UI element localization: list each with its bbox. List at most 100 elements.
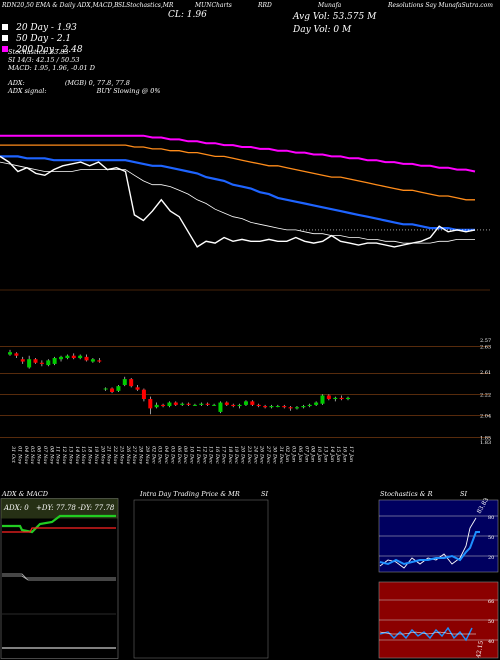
candle-body	[314, 402, 319, 405]
candle-body	[288, 407, 293, 409]
ema-lines	[0, 134, 490, 248]
legend-label: 200 Day - 2.48	[16, 45, 83, 55]
date-tick-label: 02 Jan	[284, 446, 290, 462]
date-tick-label: 07 Jan	[303, 446, 309, 462]
candle-body	[339, 397, 344, 400]
si-stat: SI 14/3: 42.15 / 50.53	[8, 56, 80, 64]
adx-signal-line: ADX signal: BUY Slowing @ 0%	[8, 87, 161, 95]
date-tick-label: 28 Nov	[138, 445, 144, 464]
adx-value-label: ADX: 0	[3, 504, 29, 512]
adx-signal-label: ADX signal:	[8, 87, 47, 95]
bottom-panels: ADX: 0 +DY: 77.78 -DY: 77.78 80 50 20 83…	[0, 498, 499, 659]
header-brand: Resolutions Say MunafaSutra.com	[388, 2, 493, 9]
close-label: CL:	[168, 10, 184, 20]
candle-body	[205, 403, 210, 405]
candle-body	[294, 407, 299, 409]
stoch-axis-50: 50	[488, 535, 494, 541]
date-tick-label: 11 Nov	[55, 446, 61, 464]
candle-body	[154, 404, 159, 408]
adx-header-band	[1, 498, 118, 519]
candle-body	[269, 406, 274, 408]
stoch-stat: Stochastics: 83.83	[8, 48, 69, 56]
header-munafa: Munafa	[318, 2, 342, 9]
date-tick-label: 15 Nov	[80, 446, 86, 464]
date-tick-label: 05 Nov	[29, 446, 35, 464]
adx-value: (MGB) 0, 77.8, 77.8	[64, 79, 130, 87]
intra-panel-frame	[133, 499, 269, 659]
legend-swatch	[2, 46, 8, 52]
header-ticker: RRD	[258, 2, 272, 9]
date-tick-label: 03 Dec	[157, 446, 163, 464]
stoch-d-line	[379, 531, 480, 566]
price-tick-label: 1.85	[480, 436, 491, 442]
date-tick-label: 14 Nov	[74, 446, 80, 464]
candle-body	[218, 402, 223, 412]
day-volume-label: Day Vol:	[293, 25, 331, 35]
date-tick-label: 05 Dec	[169, 446, 175, 464]
adx-panel-frame	[0, 498, 119, 659]
date-tick-label: 10 Jan	[316, 446, 322, 462]
date-tick-label: 18 Nov	[87, 446, 93, 464]
avg-volume-value: 53.575 M	[332, 12, 377, 22]
date-tick-label: 14 Jan	[329, 446, 335, 462]
candle-body	[346, 397, 350, 400]
date-tick-label: 24 Dec	[252, 445, 258, 464]
si-axis-40: 40	[488, 639, 494, 645]
candle-body	[103, 388, 108, 390]
date-tick-label: 20 Nov	[99, 445, 105, 464]
dip-value-label: +DY: 77.78	[36, 504, 76, 512]
price-grid	[0, 346, 490, 438]
date-tick-label: 30 Dec	[271, 446, 277, 464]
legend-swatch	[2, 24, 8, 30]
candle-body	[71, 355, 76, 359]
legend-label: 50 Day - 2.1	[16, 34, 72, 44]
candle-body	[167, 402, 172, 407]
candle-body	[14, 353, 19, 356]
avg-volume-label: Avg Vol:	[293, 12, 330, 22]
date-tick-label: 19 Nov	[93, 446, 99, 464]
date-tick-label: 22 Nov	[112, 445, 118, 464]
close-price: CL: 1.96	[168, 10, 207, 20]
main-chart: 2.63 2.61 2.22 2.04 1.85 2.57 1.83 31 Oct 01 No…	[0, 134, 491, 464]
date-tick-label: 21 Nov	[106, 445, 112, 464]
legend: 20 Day - 1.93 50 Day - 2.1 200 Day - 2.4…	[2, 15, 83, 55]
price-tick-label: 2.61	[480, 370, 491, 376]
adx-label: ADX:	[8, 79, 25, 87]
candle-body	[282, 406, 287, 408]
candle-body	[192, 404, 197, 406]
candle-body	[8, 352, 12, 355]
dim-value-label: -DY: 77.78	[78, 504, 115, 512]
close-price-line	[0, 155, 476, 248]
header-center: SLStochastics,MR	[118, 2, 174, 9]
day-volume-value: 0 M	[333, 25, 352, 35]
date-tick-label: 17 Dec	[220, 446, 226, 464]
date-tick-label: 01 Nov	[16, 446, 22, 464]
candle-body	[173, 402, 178, 405]
adx-signal-value: BUY Slowing @ 0%	[96, 87, 161, 95]
ema50-line	[0, 155, 475, 231]
candle-body	[20, 359, 25, 362]
candle-body	[33, 359, 38, 363]
candle-body	[135, 387, 140, 390]
date-tick-label: 02 Dec	[150, 446, 156, 464]
date-tick-label: 27 Nov	[131, 445, 137, 464]
candle-body	[161, 404, 166, 407]
candle-body	[148, 399, 153, 409]
date-tick-label: 23 Dec	[246, 445, 252, 464]
date-tick-label: 04 Nov	[23, 446, 29, 464]
date-tick-label: 13 Jan	[322, 446, 328, 462]
candle-body	[275, 406, 280, 408]
date-tick-label: 19 Dec	[233, 446, 239, 464]
date-tick-label: 06 Nov	[36, 446, 42, 464]
candle-body	[110, 388, 115, 392]
header-charts: MUNCharts	[195, 2, 232, 9]
stoch-panel-title-si: SI	[460, 490, 468, 498]
date-tick-label: 08 Nov	[48, 446, 54, 464]
macd-line	[2, 573, 116, 579]
date-tick-label: 04 Dec	[163, 446, 169, 464]
macd-stat: MACD: 1.95, 1.96, -0.01 D	[8, 64, 95, 72]
ema20-line	[0, 161, 475, 244]
candle-body	[250, 401, 255, 405]
date-tick-label: 11 Dec	[195, 446, 201, 464]
candle-body	[27, 359, 32, 368]
